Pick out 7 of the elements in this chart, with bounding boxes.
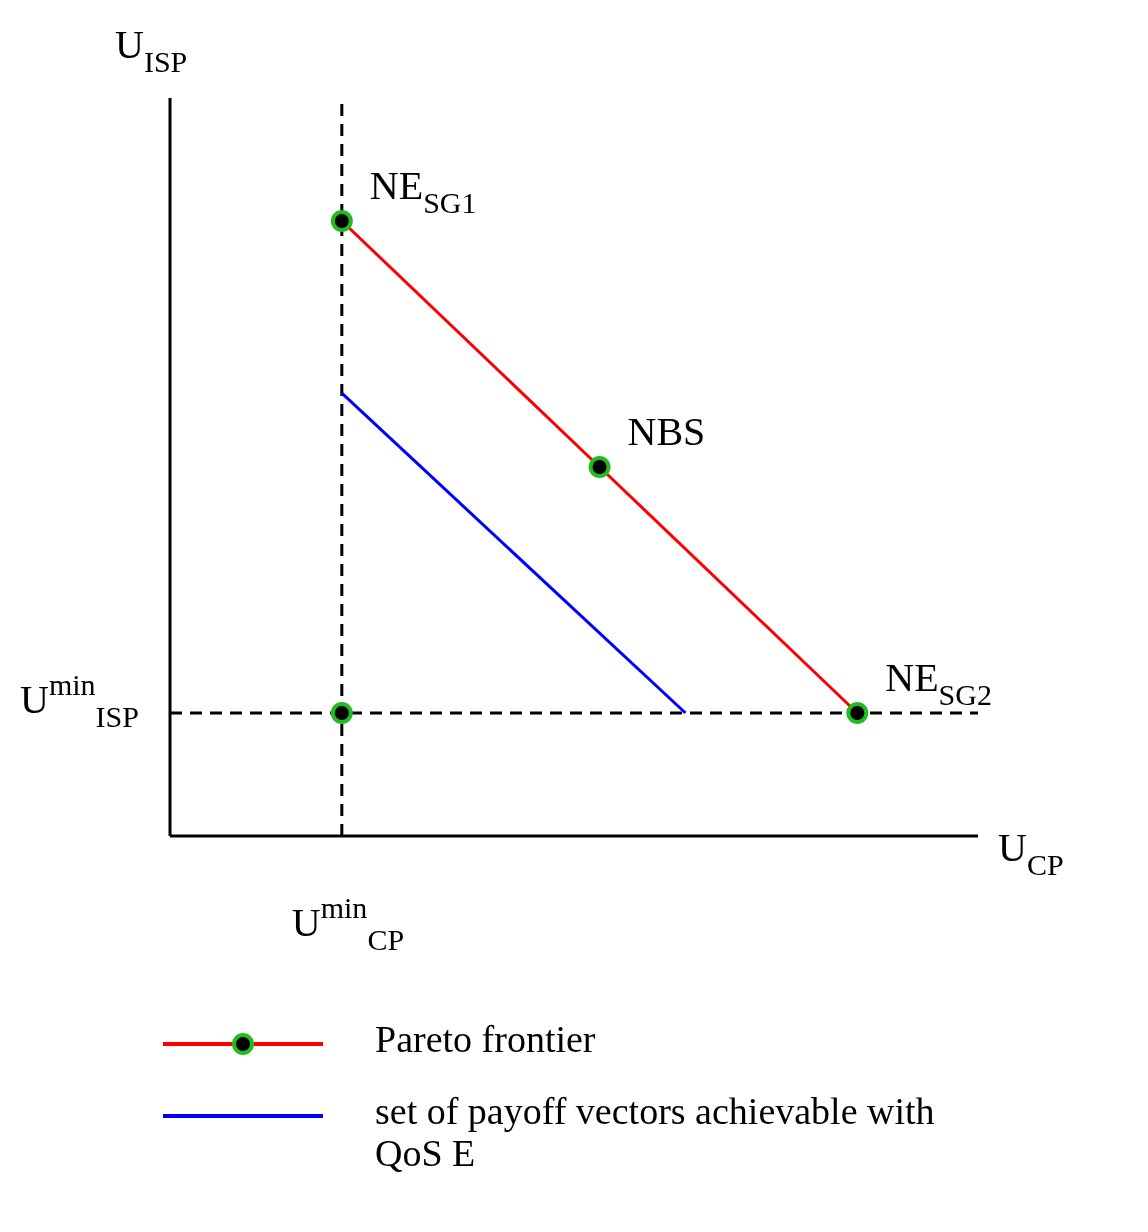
legend-label: Pareto frontier — [375, 1018, 597, 1060]
annotation: NE$_{SG2}$ — [885, 655, 992, 711]
annotation: NBS — [627, 409, 706, 454]
x-axis-title: U$_{CP}$ — [998, 825, 1064, 881]
legend-label: set of payoff vectors achievable with QoS E — [375, 1090, 936, 1174]
text: NE$_{SG1}$ — [369, 163, 477, 219]
y-axis-title: U$_{ISP}$ — [115, 22, 188, 78]
